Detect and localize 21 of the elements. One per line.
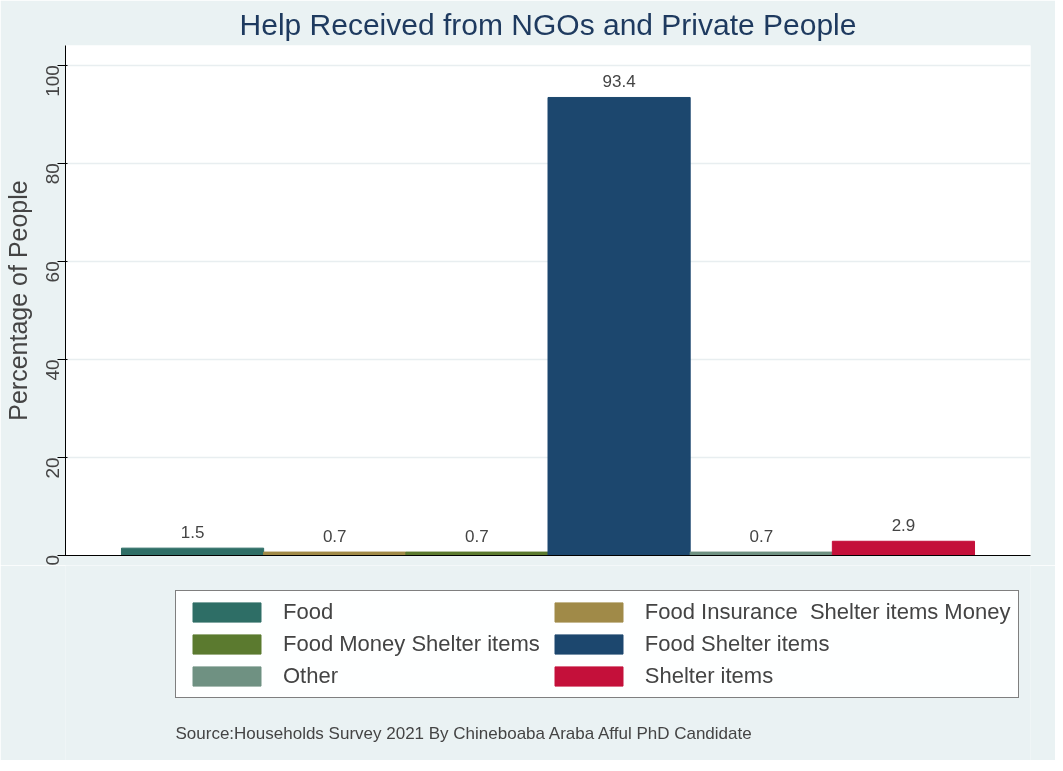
data-label: 0.7 bbox=[749, 527, 774, 547]
y-tick-label: 60 bbox=[42, 261, 63, 283]
data-label: 1.5 bbox=[180, 523, 205, 543]
data-label: 93.4 bbox=[602, 72, 636, 92]
data-label: 0.7 bbox=[322, 527, 347, 547]
legend-label: Other bbox=[283, 663, 339, 689]
legend-label: Food Money Shelter items bbox=[283, 631, 540, 657]
y-tick-label: 40 bbox=[42, 359, 63, 381]
y-tick-label: 80 bbox=[42, 163, 63, 185]
data-label: 0.7 bbox=[465, 527, 489, 547]
source-note: Source:Households Survey 2021 By Chineboaba Araba Afful PhD Candidate bbox=[175, 723, 752, 743]
chart-title: Help Received from NGOs and Private People bbox=[239, 7, 857, 41]
legend-label: Food Insurance Shelter items Money bbox=[644, 599, 1011, 625]
y-axis-title: Percentage of People bbox=[3, 180, 32, 421]
legend-label: Shelter items bbox=[644, 663, 774, 689]
y-tick-label: 0 bbox=[42, 554, 63, 566]
data-label: 2.9 bbox=[891, 516, 916, 536]
y-tick-label: 100 bbox=[42, 65, 63, 97]
y-tick-label: 20 bbox=[42, 457, 63, 479]
legend-label: Food bbox=[283, 599, 334, 625]
legend-label: Food Shelter items bbox=[644, 631, 830, 657]
